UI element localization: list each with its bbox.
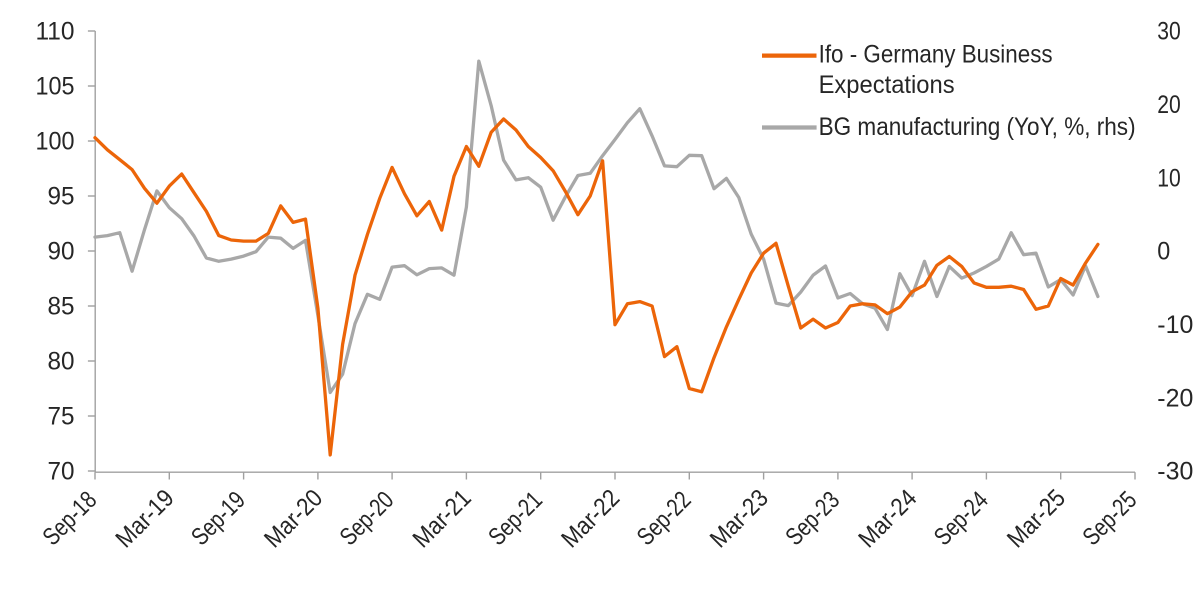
svg-text:Expectations: Expectations bbox=[819, 72, 955, 99]
svg-text:Ifo - Germany Business: Ifo - Germany Business bbox=[819, 42, 1053, 69]
svg-text:75: 75 bbox=[48, 404, 75, 431]
svg-text:95: 95 bbox=[48, 184, 75, 211]
svg-text:-30: -30 bbox=[1157, 459, 1193, 486]
svg-text:80: 80 bbox=[48, 349, 75, 376]
svg-text:70: 70 bbox=[48, 459, 75, 486]
svg-text:100: 100 bbox=[36, 129, 75, 156]
svg-text:-20: -20 bbox=[1157, 385, 1193, 412]
svg-text:110: 110 bbox=[36, 19, 75, 46]
svg-text:30: 30 bbox=[1157, 19, 1181, 46]
svg-text:90: 90 bbox=[48, 239, 75, 266]
svg-text:-10: -10 bbox=[1157, 312, 1193, 339]
svg-text:0: 0 bbox=[1157, 239, 1170, 266]
svg-text:105: 105 bbox=[36, 74, 75, 101]
svg-text:85: 85 bbox=[48, 294, 75, 321]
svg-text:10: 10 bbox=[1157, 165, 1181, 192]
svg-text:BG manufacturing (YoY, %, rhs): BG manufacturing (YoY, %, rhs) bbox=[819, 114, 1136, 141]
svg-text:20: 20 bbox=[1157, 92, 1181, 119]
